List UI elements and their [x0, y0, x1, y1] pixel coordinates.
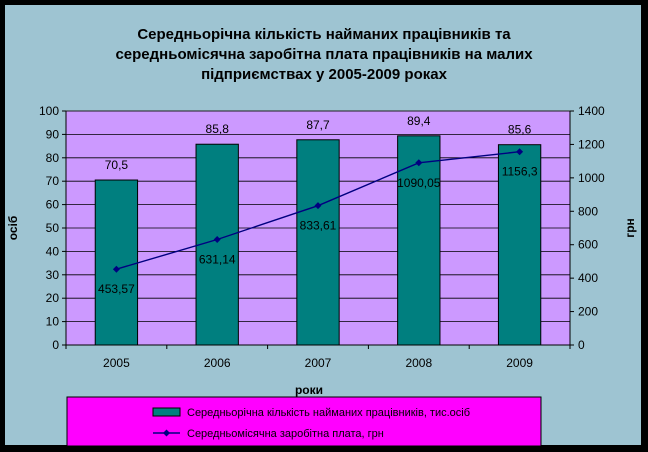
line-marker [516, 148, 524, 156]
left-axis-tick-label: 60 [46, 198, 60, 212]
left-axis-tick-label: 10 [46, 315, 60, 329]
left-axis-tick-label: 40 [46, 244, 60, 258]
chart-svg: Середньорічна кількість найманих працівн… [6, 26, 637, 447]
legend-box [66, 396, 542, 447]
plot-area: 0102030405060708090100020040060080010001… [6, 104, 637, 370]
right-axis-tick-label: 600 [578, 238, 598, 252]
bar-data-label: 85,8 [206, 122, 230, 136]
left-axis-tick-label: 100 [39, 104, 59, 118]
bar [195, 143, 239, 346]
bar-data-label: 87,7 [306, 118, 330, 132]
right-axis-tick-label: 800 [578, 204, 598, 218]
right-axis-tick-label: 400 [578, 271, 598, 285]
x-axis-title: роки [295, 383, 323, 397]
right-axis-title: грн [623, 218, 637, 238]
legend-label-bar: Середньорічна кількість найманих працівн… [187, 407, 470, 419]
left-axis-tick-label: 50 [46, 221, 60, 235]
left-axis-title: осіб [6, 216, 20, 241]
left-axis-tick-label: 90 [46, 127, 60, 141]
bar [497, 144, 542, 346]
right-axis-tick-label: 200 [578, 305, 598, 319]
line-data-label: 453,57 [98, 282, 135, 296]
right-axis-tick-label: 1000 [578, 171, 605, 185]
bar-data-label: 85,6 [508, 123, 532, 137]
line-data-label: 1090,05 [397, 176, 441, 190]
line-marker [112, 265, 120, 273]
line-data-label: 631,14 [199, 253, 236, 267]
x-axis-tick-label: 2009 [506, 356, 533, 370]
bar [94, 179, 139, 346]
left-axis-tick-label: 30 [46, 268, 60, 282]
x-axis-tick-label: 2006 [204, 356, 231, 370]
left-axis-tick-label: 20 [46, 291, 60, 305]
legend-swatch-marker [163, 429, 170, 437]
line-marker [415, 159, 423, 167]
bar [296, 139, 340, 346]
legend: Середньорічна кількість найманих працівн… [66, 396, 542, 447]
chart-title-line-2: середньомісячна заробітна плата працівни… [115, 46, 533, 63]
left-axis-tick-label: 0 [52, 338, 59, 352]
x-axis-tick-label: 2007 [305, 356, 332, 370]
x-axis-tick-label: 2008 [405, 356, 432, 370]
legend-label-line: Середньомісячна заробітна плата, грн [187, 428, 384, 440]
line-data-label: 833,61 [300, 219, 337, 233]
chart-title-line-3: підприємствах у 2005-2009 роках [201, 66, 448, 83]
bar-data-label: 70,5 [105, 158, 129, 172]
chart-frame: Середньорічна кількість найманих працівн… [4, 4, 642, 447]
left-axis-tick-label: 70 [46, 174, 60, 188]
left-axis-tick-label: 80 [46, 151, 60, 165]
line-data-label: 1156,3 [502, 165, 538, 179]
chart-title-line-1: Середньорічна кількість найманих працівн… [137, 26, 511, 43]
line-marker [314, 202, 322, 210]
line-marker [213, 236, 221, 244]
legend-swatch-bar [152, 407, 181, 417]
right-axis-tick-label: 1200 [578, 137, 605, 151]
bar-data-label: 89,4 [407, 114, 431, 128]
bar [397, 135, 441, 346]
x-axis-tick-label: 2005 [103, 356, 130, 370]
right-axis-tick-label: 0 [578, 338, 585, 352]
right-axis-tick-label: 1400 [578, 104, 605, 118]
chart-title: Середньорічна кількість найманих працівн… [115, 26, 533, 83]
